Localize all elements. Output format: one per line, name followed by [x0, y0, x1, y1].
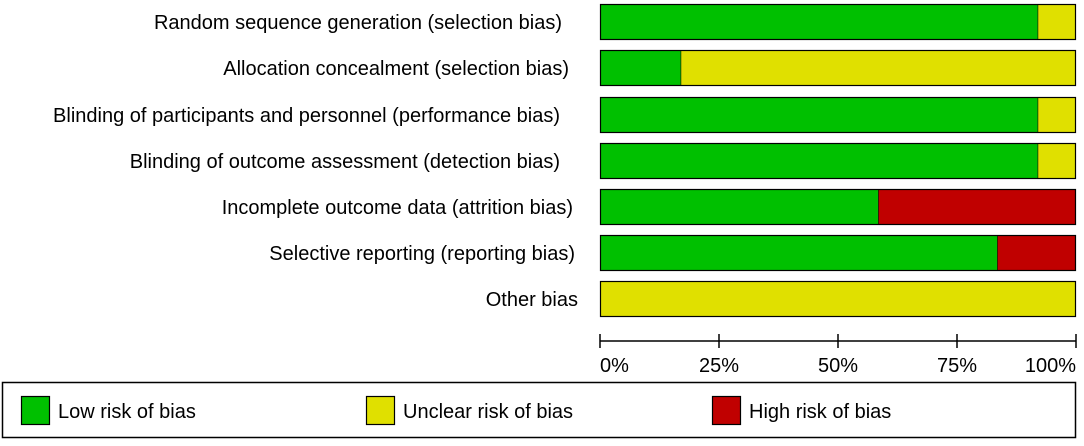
bar-outline-2 [599, 49, 1077, 87]
bar-segment-low-risk-of-bias-6 [600, 235, 998, 271]
bar-segment-low-risk-of-bias-4 [600, 143, 1038, 179]
legend-label-low-risk-of-bias: Low risk of bias [58, 401, 196, 423]
legend-swatch-low-risk-of-bias [20, 395, 51, 426]
x-tick-label: 75% [937, 355, 977, 377]
category-label-blinding-of-participants-and-personnel: Blinding of participants and personnel (… [53, 105, 560, 127]
x-tick-label: 0% [600, 355, 629, 377]
bar-segment-unclear-risk-of-bias-2 [680, 50, 1076, 86]
legend-swatch-unclear-risk-of-bias [365, 395, 396, 426]
bar-outline-3 [599, 96, 1077, 134]
category-label-random-sequence-generation: Random sequence generation (selection bi… [154, 12, 562, 34]
category-label-incomplete-outcome-data: Incomplete outcome data (attrition bias) [222, 197, 573, 219]
bar-segment-unclear-risk-of-bias-3 [1037, 97, 1076, 133]
bar-outline-6 [599, 234, 1077, 272]
category-label-allocation-concealment: Allocation concealment (selection bias) [223, 58, 569, 80]
bar-segment-unclear-risk-of-bias-1 [1037, 4, 1076, 40]
legend-box [1, 381, 1077, 439]
legend-swatch-high-risk-of-bias [711, 395, 742, 426]
bar-segment-high-risk-of-bias-5 [878, 189, 1076, 225]
bar-segment-low-risk-of-bias-1 [600, 4, 1038, 40]
legend: Low risk of bias Unclear risk of bias High… [1, 381, 1077, 439]
bar-segment-low-risk-of-bias-3 [600, 97, 1038, 133]
x-tick-label: 25% [699, 355, 739, 377]
category-label-other-bias: Other bias [486, 289, 578, 311]
category-labels: Random sequence generation (selection bi… [53, 12, 578, 311]
bar-segment-high-risk-of-bias-6 [997, 235, 1076, 271]
legend-label-unclear-risk-of-bias: Unclear risk of bias [403, 401, 573, 423]
bar-outline-5 [599, 188, 1077, 226]
x-axis: 0% 25% 50% 75% 100% [599, 334, 1077, 377]
x-tick-label: 50% [818, 355, 858, 377]
bar-outline-4 [599, 142, 1077, 180]
legend-label-high-risk-of-bias: High risk of bias [749, 401, 891, 423]
bar-outline-1 [599, 3, 1077, 41]
bar-segment-low-risk-of-bias-5 [600, 189, 879, 225]
bar-segment-unclear-risk-of-bias-4 [1037, 143, 1076, 179]
bars [599, 3, 1077, 318]
category-label-blinding-of-outcome-assessment: Blinding of outcome assessment (detectio… [130, 151, 560, 173]
bar-segment-low-risk-of-bias-2 [600, 50, 681, 86]
bar-outline-7 [599, 280, 1077, 318]
x-tick-label: 100% [1025, 355, 1076, 377]
category-label-selective-reporting: Selective reporting (reporting bias) [269, 243, 575, 265]
bar-segment-unclear-risk-of-bias-7 [600, 281, 1076, 317]
